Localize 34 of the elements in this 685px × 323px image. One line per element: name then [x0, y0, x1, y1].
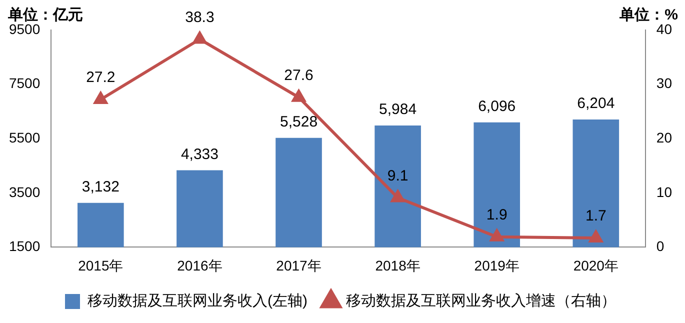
- point: [292, 90, 306, 102]
- y-tick-label: 5500: [8, 129, 40, 146]
- data-label: 4,333: [180, 146, 218, 163]
- x-tick-label: 2015年: [78, 257, 124, 274]
- y2-tick-label: 10: [656, 184, 672, 200]
- x-tick-label: 2016年: [177, 257, 222, 274]
- data-label: 38.3: [185, 8, 214, 26]
- x-tick-label: 2019年: [474, 257, 520, 274]
- data-label: 3,132: [82, 178, 120, 196]
- x-tick-label: 2018年: [375, 257, 420, 274]
- y-tick-label: 1500: [8, 238, 40, 254]
- y2-tick-label: 30: [656, 75, 672, 92]
- data-label: 27.6: [284, 66, 314, 84]
- data-label: 27.2: [86, 69, 116, 86]
- point: [391, 190, 405, 202]
- data-label: 1.9: [486, 206, 508, 224]
- y2-tick-label: 0: [656, 238, 664, 254]
- data-label: 9.1: [387, 167, 408, 184]
- data-label: 5,528: [280, 113, 318, 130]
- point: [490, 229, 504, 242]
- legend-label: 移动数据及互联网业务收入(左轴): [88, 292, 308, 310]
- legend-label: 移动数据及互联网业务收入增速（右轴）: [346, 292, 616, 310]
- y2-tick-label: 20: [656, 129, 672, 146]
- data-label: 6,096: [478, 98, 516, 116]
- data-label: 6,204: [577, 95, 615, 112]
- point: [193, 32, 206, 44]
- point: [94, 92, 108, 104]
- data-label: 1.7: [585, 208, 606, 225]
- x-tick-label: 2020年: [573, 257, 618, 274]
- y-tick-label: 3500: [8, 184, 40, 200]
- y-tick-label: 7500: [8, 75, 40, 92]
- point: [589, 230, 603, 242]
- data-label: 5,984: [379, 101, 417, 118]
- x-tick-label: 2017年: [276, 257, 322, 274]
